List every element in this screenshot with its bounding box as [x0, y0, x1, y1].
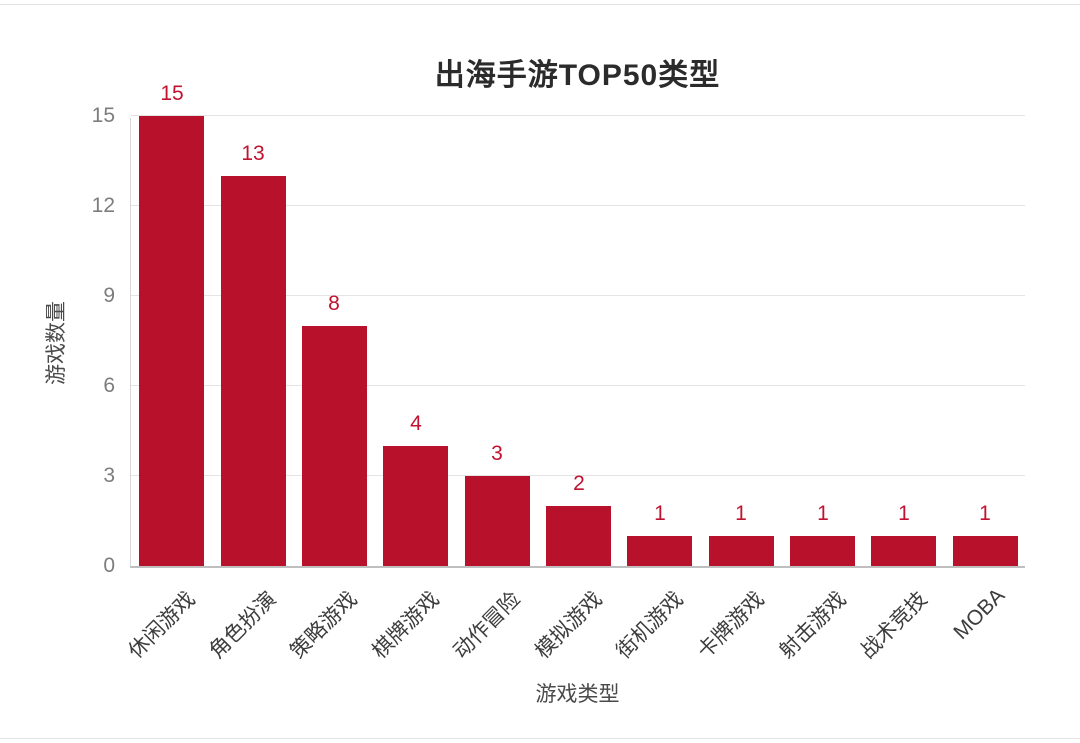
- y-tick-label: 15: [91, 104, 115, 127]
- bar-value-label: 2: [573, 472, 585, 495]
- plot-area: 0 3 6 9 12 15 15 休闲游戏 13 角色扮演 8 策略游戏 4 棋牌游戏 3 动作冒险 2 模拟游戏…: [92, 82, 1025, 663]
- y-tick-label: 6: [103, 374, 115, 397]
- gridline: [131, 385, 1025, 386]
- bar: [709, 536, 774, 566]
- bar-value-label: 1: [898, 502, 910, 525]
- y-tick-label: 3: [103, 464, 115, 487]
- y-tick-label: 12: [91, 194, 115, 217]
- bar: [871, 536, 936, 566]
- bar-value-label: 4: [410, 412, 422, 435]
- x-axis-label: 游戏类型: [535, 683, 620, 706]
- bar-value-label: 1: [654, 502, 666, 525]
- y-tick-label: 0: [103, 554, 115, 577]
- bar-value-label: 15: [160, 82, 184, 105]
- gridline: [131, 295, 1025, 296]
- bar: [383, 446, 448, 566]
- y-axis-label: 游戏数量: [45, 301, 68, 385]
- bar-value-label: 1: [979, 502, 991, 525]
- bar: [953, 536, 1018, 566]
- bar: [790, 536, 855, 566]
- bar: [302, 326, 367, 566]
- bar: [627, 536, 692, 566]
- bar: [221, 176, 286, 566]
- gridline: [131, 475, 1025, 476]
- bar-value-label: 13: [241, 142, 265, 165]
- bar: [139, 116, 204, 566]
- bar-value-label: 1: [817, 502, 829, 525]
- gridline: [131, 205, 1025, 206]
- bar: [546, 506, 611, 566]
- gridline: [131, 115, 1025, 116]
- y-tick-label: 9: [103, 284, 115, 307]
- bar: [465, 476, 530, 566]
- page-bottom-border: [0, 738, 1080, 739]
- page-top-border: [0, 4, 1080, 5]
- bar-value-label: 1: [735, 502, 747, 525]
- chart-title: 出海手游TOP50类型: [434, 59, 721, 92]
- bar-value-label: 3: [491, 442, 503, 465]
- bar-value-label: 8: [328, 292, 340, 315]
